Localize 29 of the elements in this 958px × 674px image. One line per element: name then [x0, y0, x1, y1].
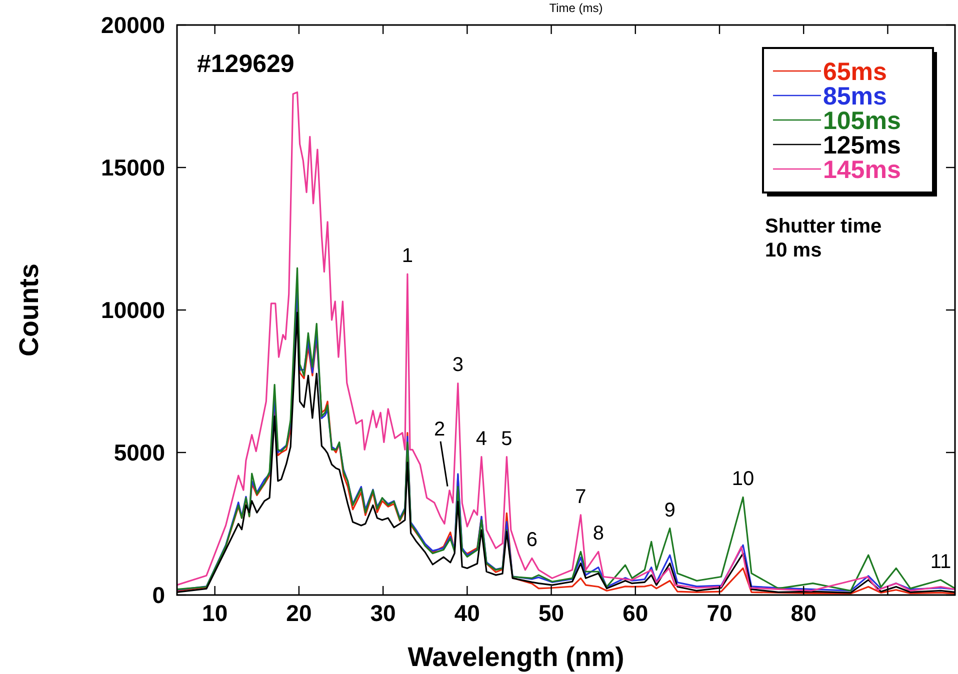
x-tick-label: 20 [286, 600, 312, 626]
x-axis-title: Wavelength (nm) [408, 642, 624, 672]
annotation: 7 [575, 486, 586, 508]
annotation: 2 [434, 418, 446, 440]
annotation: 10 [732, 468, 754, 490]
annotation: 8 [592, 522, 604, 545]
y-tick-label: 20000 [101, 12, 165, 38]
annotation: #129629 [197, 50, 294, 78]
text: Time (ms) [549, 1, 603, 15]
annotation: 1 [402, 245, 414, 268]
y-axis-title: Counts [14, 264, 44, 356]
annotation: 6 [526, 529, 538, 552]
annotation: 4 [476, 428, 488, 450]
x-tick-label: 70 [706, 600, 732, 626]
x-tick-label: 40 [454, 600, 480, 626]
annotation: 5 [501, 428, 512, 450]
x-tick-label: 60 [622, 600, 648, 626]
x-tick-label: 50 [538, 600, 564, 626]
annotation: 9 [664, 499, 676, 522]
y-tick-label: 15000 [101, 154, 165, 180]
y-tick-label: 10000 [101, 297, 165, 323]
annotation: 11 [930, 550, 952, 573]
x-tick-label: 30 [370, 600, 396, 626]
annotation: 3 [452, 354, 464, 376]
y-tick-label: 0 [152, 582, 165, 608]
x-tick-label: 10 [202, 600, 228, 626]
y-tick-label: 5000 [114, 440, 165, 466]
annotation: Shutter time 10 ms [765, 216, 882, 262]
x-tick-label: 80 [790, 600, 816, 626]
